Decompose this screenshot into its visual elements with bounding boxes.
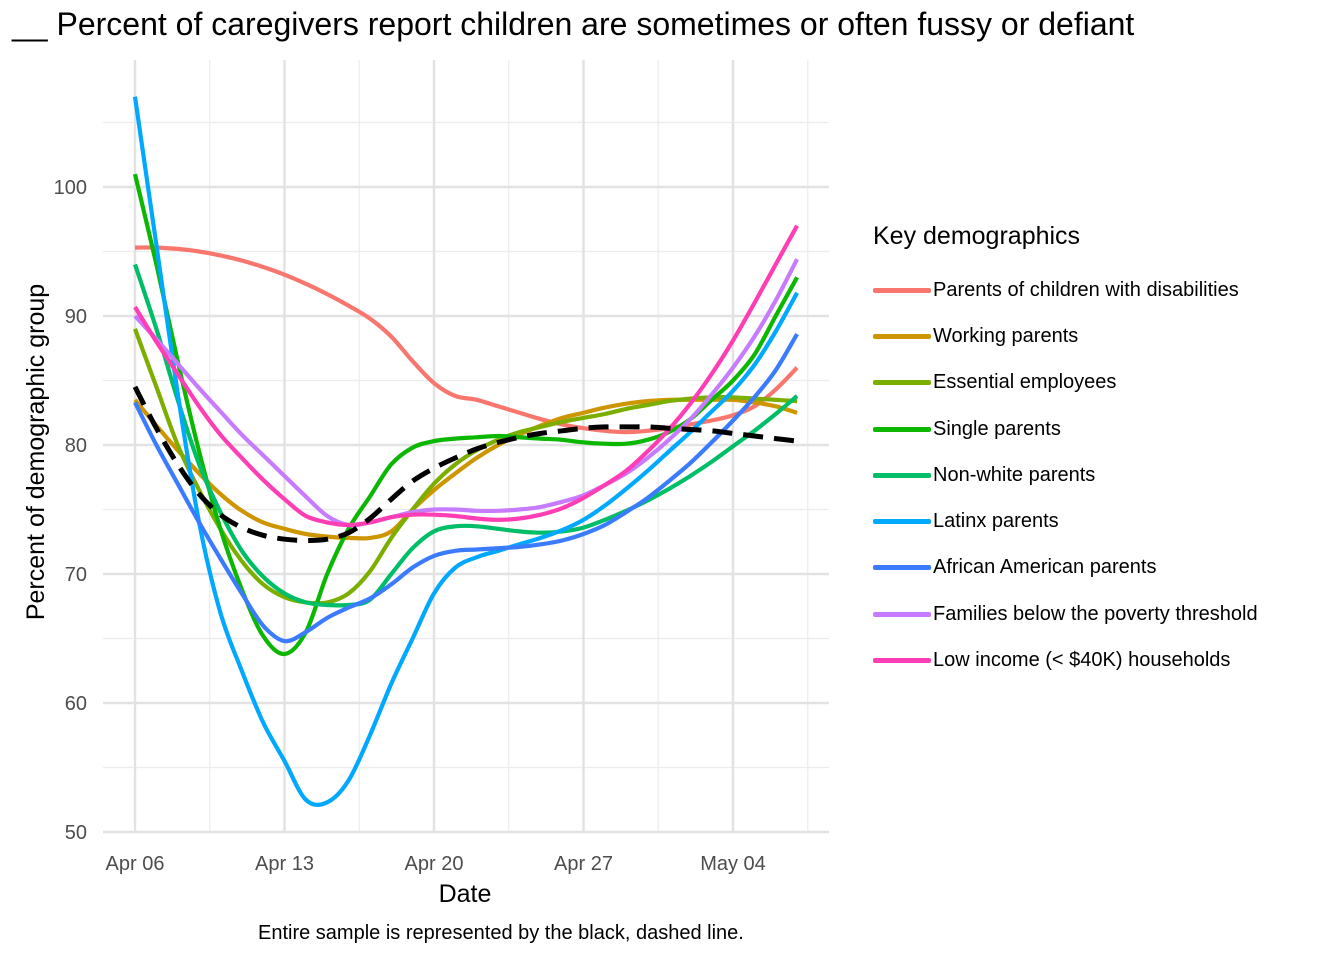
x-tick-label: Apr 27 [554,853,613,875]
major-gridlines [103,60,829,834]
y-tick-label: 50 [65,822,87,844]
series-line-low-income-40k-households [133,224,799,528]
legend-swatch [873,333,931,339]
legend-swatch [873,426,931,432]
legend-swatch [873,565,931,571]
legend-label: Latinx parents [933,510,1059,533]
legend-item: Non-white parents [873,452,1258,498]
y-tick-label: 100 [54,177,87,199]
series-lines [132,96,799,807]
chart-caption: Entire sample is represented by the blac… [258,922,744,944]
legend-item: Parents of children with disabilities [873,267,1258,313]
legend-label: Single parents [933,417,1061,440]
series-line-parents-of-children-with-disabilities [134,245,799,435]
legend-label: Non-white parents [933,463,1096,486]
x-tick-label: Apr 13 [255,853,314,875]
y-axis-label: Percent of demographic group [22,284,50,620]
x-tick-label: Apr 20 [405,853,464,875]
legend-swatch [873,287,931,293]
legend-label: Essential employees [933,371,1117,394]
legend-swatch [873,611,931,617]
y-tick-label: 60 [65,693,87,715]
series-line-non-white-parents [133,263,799,608]
series-line-latinx-parents [132,96,799,807]
legend-label: Low income (< $40K) households [933,649,1231,672]
axis-tick-labels: Apr 06 Apr 13 Apr 20 Apr 27 May 04 50 60 70 80 90… [54,177,766,875]
legend-item: Families below the poverty threshold [873,591,1258,637]
series-line-entire-sample [132,385,798,543]
legend-items: Parents of children with disabilities Wor… [873,267,1258,684]
legend-swatch [873,658,931,664]
legend-swatch [873,380,931,386]
legend-title: Key demographics [873,222,1081,250]
legend-label: Families below the poverty threshold [933,602,1258,625]
legend-item: African American parents [873,545,1258,591]
legend-label: African American parents [933,556,1157,579]
legend-swatch [873,519,931,525]
y-tick-label: 80 [65,435,87,457]
x-axis-label: Date [439,880,492,908]
y-tick-label: 70 [65,564,87,586]
x-tick-label: Apr 06 [106,853,165,875]
legend-item: Latinx parents [873,498,1258,544]
legend-item: Essential employees [873,360,1258,406]
legend-item: Single parents [873,406,1258,452]
series-line-african-american-parents [133,333,799,644]
series-line-essential-employees [133,328,798,606]
legend-swatch [873,472,931,478]
legend-item: Working parents [873,313,1258,359]
x-tick-label: May 04 [700,853,766,875]
legend-item: Low income (< $40K) households [873,637,1258,683]
chart-title: __ Percent of caregivers report children… [12,6,1135,42]
legend: Key demographics Parents of children wit… [873,222,1258,684]
legend-label: Parents of children with disabilities [933,278,1239,301]
legend-label: Working parents [933,324,1079,347]
y-tick-label: 90 [65,306,87,328]
series-line-families-below-the-poverty-threshold [133,258,799,528]
